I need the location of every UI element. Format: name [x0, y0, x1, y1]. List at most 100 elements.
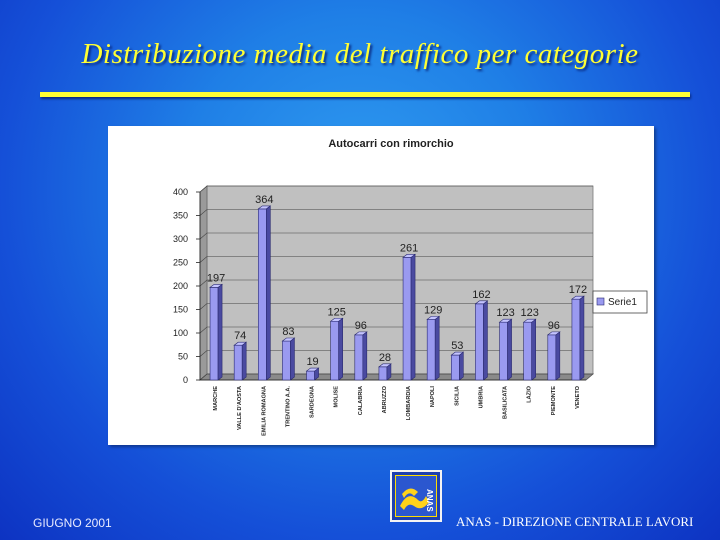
x-tick-label: ABRUZZO [382, 385, 388, 413]
data-label: 96 [355, 320, 367, 332]
bar [426, 319, 436, 381]
y-tick-label: 100 [173, 328, 188, 338]
legend-box [592, 290, 648, 314]
svg-text:ANAS: ANAS [425, 489, 434, 512]
gridline [199, 326, 593, 334]
bar-top [426, 316, 441, 320]
bar-side [434, 315, 440, 381]
x-tick-label: SICILIA [454, 386, 460, 406]
data-label: 123 [496, 307, 514, 319]
gridline [199, 303, 593, 310]
bar [330, 320, 339, 381]
gridline [199, 232, 593, 240]
data-label: 83 [282, 326, 294, 338]
legend-swatch [596, 297, 605, 306]
x-tick-label: VALLE D'AOSTA [237, 386, 243, 430]
bar [233, 344, 243, 381]
bar-chart: Autocarri con rimorchio 0 50 100 150 200 250 30… [173, 138, 648, 436]
slide-title: Distribuzione media del traffico per cat… [81, 38, 639, 70]
gridline [199, 350, 593, 357]
chart-panel: Autocarri con rimorchio 0 50 100 150 200 250 30… [108, 126, 654, 445]
anas-logo-emblem: ANAS [395, 475, 437, 517]
bar-top [546, 331, 561, 336]
bar [402, 257, 412, 381]
bar-top [450, 351, 465, 356]
x-tick-label: MARCHE [213, 386, 219, 411]
bar [354, 334, 364, 381]
bar-side [579, 295, 585, 381]
bar-side [362, 331, 368, 381]
anas-logo: ANAS [390, 470, 442, 522]
bar [547, 334, 557, 381]
bar-top [257, 205, 272, 210]
gridline [199, 279, 593, 287]
data-label: 123 [521, 307, 539, 319]
bar-side [555, 331, 561, 381]
bar-top [571, 295, 585, 300]
bar-top [209, 284, 223, 288]
bar-side [290, 337, 295, 381]
bar [499, 321, 508, 381]
x-tick-label: BASILICATA [503, 386, 509, 419]
data-label: 129 [424, 304, 442, 316]
x-tick-label: UMBRIA [478, 386, 484, 408]
bar-top [305, 367, 320, 372]
x-tick-label: EMILIA ROMAGNA [261, 386, 267, 436]
data-label: 162 [472, 289, 490, 301]
bar-top [233, 341, 248, 346]
anas-emblem-icon: ANAS [400, 488, 434, 512]
bar [209, 287, 219, 381]
footer-date: GIUGNO 2001 [33, 516, 112, 530]
bar-side [459, 351, 464, 381]
x-tick-label: SARDEGNA [310, 386, 316, 418]
data-label: 197 [207, 272, 225, 284]
x-tick-label: LOMBARDIA [406, 386, 412, 420]
bar-side [217, 283, 223, 381]
bar [523, 321, 532, 381]
y-tick-label: 300 [173, 234, 188, 244]
footer-organization: ANAS - DIREZIONE CENTRALE LAVORI [456, 514, 694, 529]
data-label: 364 [255, 194, 273, 206]
gridline [199, 373, 593, 381]
bar-top [522, 318, 537, 323]
bar-top [498, 318, 513, 323]
bar-top [353, 331, 368, 336]
x-tick-label: VENETO [575, 385, 581, 409]
bar-top [281, 337, 296, 342]
y-tick-label: 350 [173, 211, 188, 221]
title-underline [40, 92, 690, 97]
data-label: 28 [379, 352, 391, 364]
data-label: 74 [234, 330, 246, 342]
bar-top [329, 317, 344, 322]
bar [475, 303, 484, 381]
bar [451, 354, 460, 381]
bar-side [241, 341, 247, 381]
data-label: 96 [548, 320, 560, 332]
gridline [199, 256, 593, 263]
x-tick-label: NAPOLI [430, 386, 436, 408]
y-tick-label: 50 [178, 352, 188, 362]
x-tick-label: MOLISE [334, 386, 340, 408]
y-tick-label: 400 [173, 187, 188, 197]
bar-top [402, 254, 416, 258]
bar-side [531, 318, 536, 381]
gridline [199, 209, 593, 216]
bar [306, 370, 315, 381]
x-tick-label: PIEMONTE [551, 386, 557, 415]
bar-side [507, 318, 512, 381]
data-label: 261 [400, 242, 418, 254]
x-tick-label: CALABRIA [358, 386, 364, 415]
bar-side [338, 317, 343, 381]
data-label: 19 [306, 356, 318, 368]
bar [571, 298, 581, 381]
y-tick-label: 0 [183, 375, 188, 385]
bar [282, 340, 291, 381]
bar-top [474, 300, 489, 305]
bar-side [483, 300, 488, 381]
legend-label: Serie1 [608, 297, 637, 308]
bar-side [410, 253, 416, 381]
y-tick-label: 200 [173, 281, 188, 291]
x-tick-label: LAZIO [527, 385, 533, 402]
y-tick-label: 250 [173, 258, 188, 268]
x-tick-label: TRENTINO A.A. [285, 386, 291, 428]
